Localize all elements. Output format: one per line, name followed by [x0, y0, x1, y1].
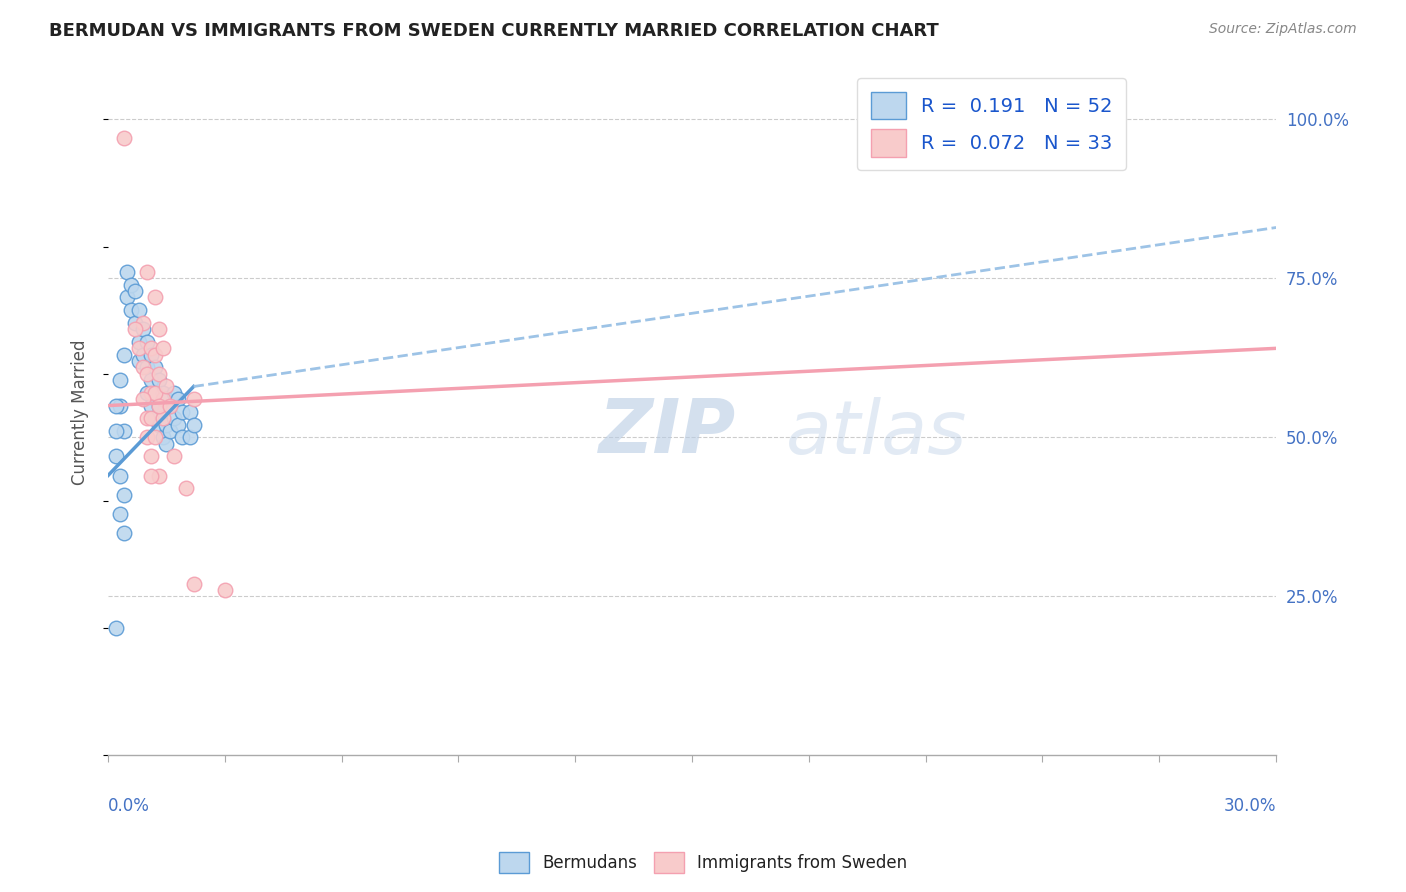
Point: [183, 417, 205, 432]
Point: [139, 342, 162, 356]
Point: [170, 430, 193, 444]
Point: [112, 424, 135, 438]
Point: [143, 430, 166, 444]
Point: [167, 417, 190, 432]
Legend: Bermudans, Immigrants from Sweden: Bermudans, Immigrants from Sweden: [492, 846, 914, 880]
Point: [183, 392, 205, 407]
Point: [143, 360, 166, 375]
Point: [155, 436, 177, 450]
Point: [139, 468, 162, 483]
Point: [132, 392, 155, 407]
Text: BERMUDAN VS IMMIGRANTS FROM SWEDEN CURRENTLY MARRIED CORRELATION CHART: BERMUDAN VS IMMIGRANTS FROM SWEDEN CURRE…: [49, 22, 939, 40]
Point: [152, 430, 174, 444]
Point: [152, 342, 174, 356]
Point: [163, 385, 186, 400]
Point: [139, 373, 162, 387]
Point: [112, 525, 135, 540]
Point: [179, 405, 201, 419]
Point: [124, 316, 146, 330]
Point: [167, 392, 190, 407]
Point: [104, 399, 127, 413]
Point: [108, 468, 131, 483]
Point: [155, 379, 177, 393]
Point: [139, 348, 162, 362]
Point: [139, 411, 162, 425]
Point: [143, 290, 166, 304]
Point: [124, 322, 146, 336]
Point: [108, 373, 131, 387]
Text: Source: ZipAtlas.com: Source: ZipAtlas.com: [1209, 22, 1357, 37]
Point: [148, 322, 170, 336]
Point: [135, 385, 157, 400]
Point: [170, 405, 193, 419]
Point: [132, 322, 155, 336]
Point: [104, 424, 127, 438]
Point: [143, 411, 166, 425]
Point: [148, 399, 170, 413]
Point: [143, 385, 166, 400]
Point: [117, 290, 139, 304]
Point: [148, 373, 170, 387]
Point: [128, 334, 150, 349]
Point: [128, 303, 150, 318]
Text: atlas: atlas: [786, 397, 967, 468]
Point: [108, 399, 131, 413]
Point: [163, 450, 186, 464]
Point: [179, 430, 201, 444]
Point: [139, 385, 162, 400]
Point: [139, 450, 162, 464]
Point: [108, 507, 131, 521]
Point: [148, 417, 170, 432]
Point: [104, 621, 127, 635]
Point: [148, 367, 170, 381]
Point: [159, 399, 181, 413]
Point: [155, 392, 177, 407]
Point: [152, 411, 174, 425]
Point: [143, 385, 166, 400]
Legend: R =  0.191   N = 52, R =  0.072   N = 33: R = 0.191 N = 52, R = 0.072 N = 33: [856, 78, 1126, 170]
Point: [148, 468, 170, 483]
Point: [152, 392, 174, 407]
Point: [104, 450, 127, 464]
Point: [112, 487, 135, 501]
Point: [132, 348, 155, 362]
Point: [120, 277, 142, 292]
Text: ZIP: ZIP: [599, 396, 735, 469]
Point: [214, 582, 236, 597]
Point: [174, 481, 197, 495]
Point: [135, 430, 157, 444]
Point: [120, 303, 142, 318]
Point: [135, 411, 157, 425]
Point: [143, 348, 166, 362]
Point: [135, 367, 157, 381]
Text: 0.0%: 0.0%: [108, 797, 150, 814]
Point: [117, 265, 139, 279]
Point: [132, 316, 155, 330]
Point: [124, 284, 146, 298]
Point: [159, 424, 181, 438]
Y-axis label: Currently Married: Currently Married: [72, 339, 89, 484]
Point: [183, 576, 205, 591]
Text: 30.0%: 30.0%: [1223, 797, 1277, 814]
Point: [128, 342, 150, 356]
Point: [163, 411, 186, 425]
Point: [132, 360, 155, 375]
Point: [112, 131, 135, 145]
Point: [152, 385, 174, 400]
Point: [135, 360, 157, 375]
Point: [128, 354, 150, 368]
Point: [139, 399, 162, 413]
Point: [159, 399, 181, 413]
Point: [148, 399, 170, 413]
Point: [135, 265, 157, 279]
Point: [135, 334, 157, 349]
Point: [155, 417, 177, 432]
Point: [152, 411, 174, 425]
Point: [112, 348, 135, 362]
